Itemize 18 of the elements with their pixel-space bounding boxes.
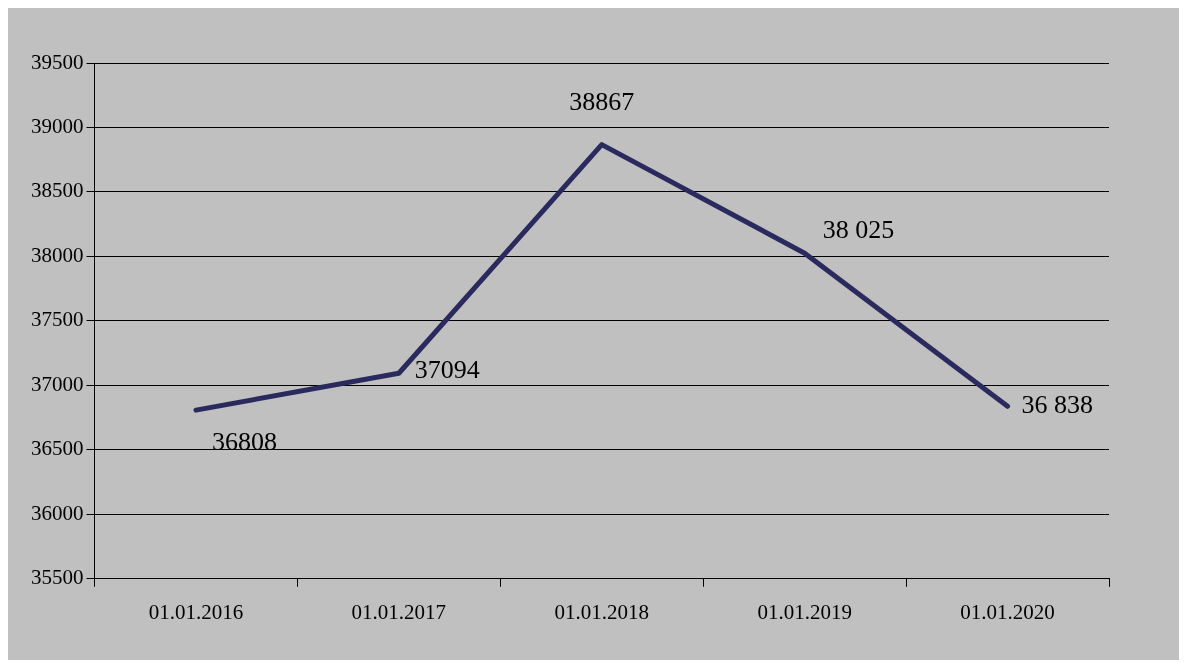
data-label: 36 838 <box>1021 390 1094 420</box>
x-tick-label: 01.01.2016 <box>148 599 244 624</box>
y-tick-label: 36500 <box>31 436 84 461</box>
y-tick-label: 37500 <box>31 307 84 332</box>
data-label: 38 025 <box>822 215 895 245</box>
data-label: 37094 <box>414 355 480 385</box>
y-tick-label: 39500 <box>31 49 84 74</box>
y-tick-label: 35500 <box>31 565 84 590</box>
y-tick-label: 37000 <box>31 371 84 396</box>
x-tick-label: 01.01.2018 <box>554 599 649 624</box>
y-tick-label: 38500 <box>31 178 84 203</box>
y-tick-label: 36000 <box>31 500 84 525</box>
y-tick-label: 39000 <box>31 113 84 138</box>
data-label: 38867 <box>569 87 635 117</box>
x-tick-label: 01.01.2019 <box>757 599 852 624</box>
y-tick-label: 38000 <box>31 242 84 267</box>
x-tick-label: 01.01.2017 <box>351 599 447 624</box>
x-tick-label: 01.01.2020 <box>960 599 1055 624</box>
